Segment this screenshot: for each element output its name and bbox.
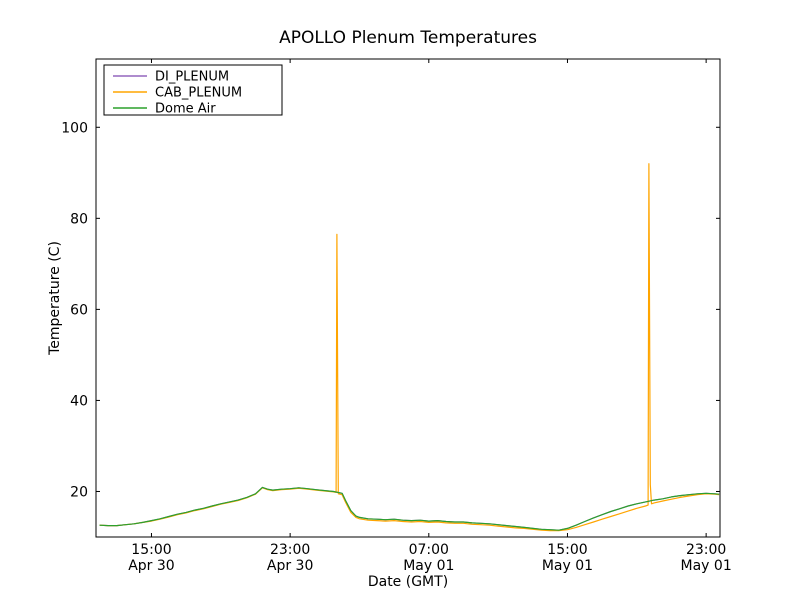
legend-label: DI_PLENUM bbox=[155, 70, 229, 85]
y-tick-label: 80 bbox=[70, 211, 88, 227]
y-axis-label: Temperature (C) bbox=[47, 241, 63, 355]
x-axis-label: Date (GMT) bbox=[367, 574, 449, 590]
y-tick-label: 20 bbox=[70, 484, 88, 500]
legend-label: Dome Air bbox=[155, 102, 216, 117]
chart-title: APOLLO Plenum Temperatures bbox=[279, 28, 537, 48]
legend-label: CAB_PLENUM bbox=[155, 86, 242, 101]
series-line-di-plenum bbox=[99, 486, 720, 531]
x-tick-time-label: 23:00 bbox=[686, 542, 726, 558]
x-tick-date-label: May 01 bbox=[542, 558, 593, 574]
x-tick-date-label: May 01 bbox=[403, 558, 454, 574]
x-tick-time-label: 15:00 bbox=[131, 542, 171, 558]
x-tick-date-label: Apr 30 bbox=[128, 558, 174, 574]
series-line-dome-air bbox=[99, 486, 720, 531]
legend-box bbox=[103, 64, 283, 116]
x-tick-time-label: 23:00 bbox=[270, 542, 310, 558]
x-tick-time-label: 15:00 bbox=[547, 542, 587, 558]
plot-border bbox=[95, 58, 721, 538]
y-tick-label: 40 bbox=[70, 393, 88, 409]
x-tick-date-label: Apr 30 bbox=[267, 558, 313, 574]
series-line-cab-plenum bbox=[99, 163, 720, 532]
x-tick-time-label: 07:00 bbox=[409, 542, 449, 558]
y-tick-label: 100 bbox=[61, 120, 88, 136]
x-tick-date-label: May 01 bbox=[681, 558, 732, 574]
y-tick-label: 60 bbox=[70, 302, 88, 318]
